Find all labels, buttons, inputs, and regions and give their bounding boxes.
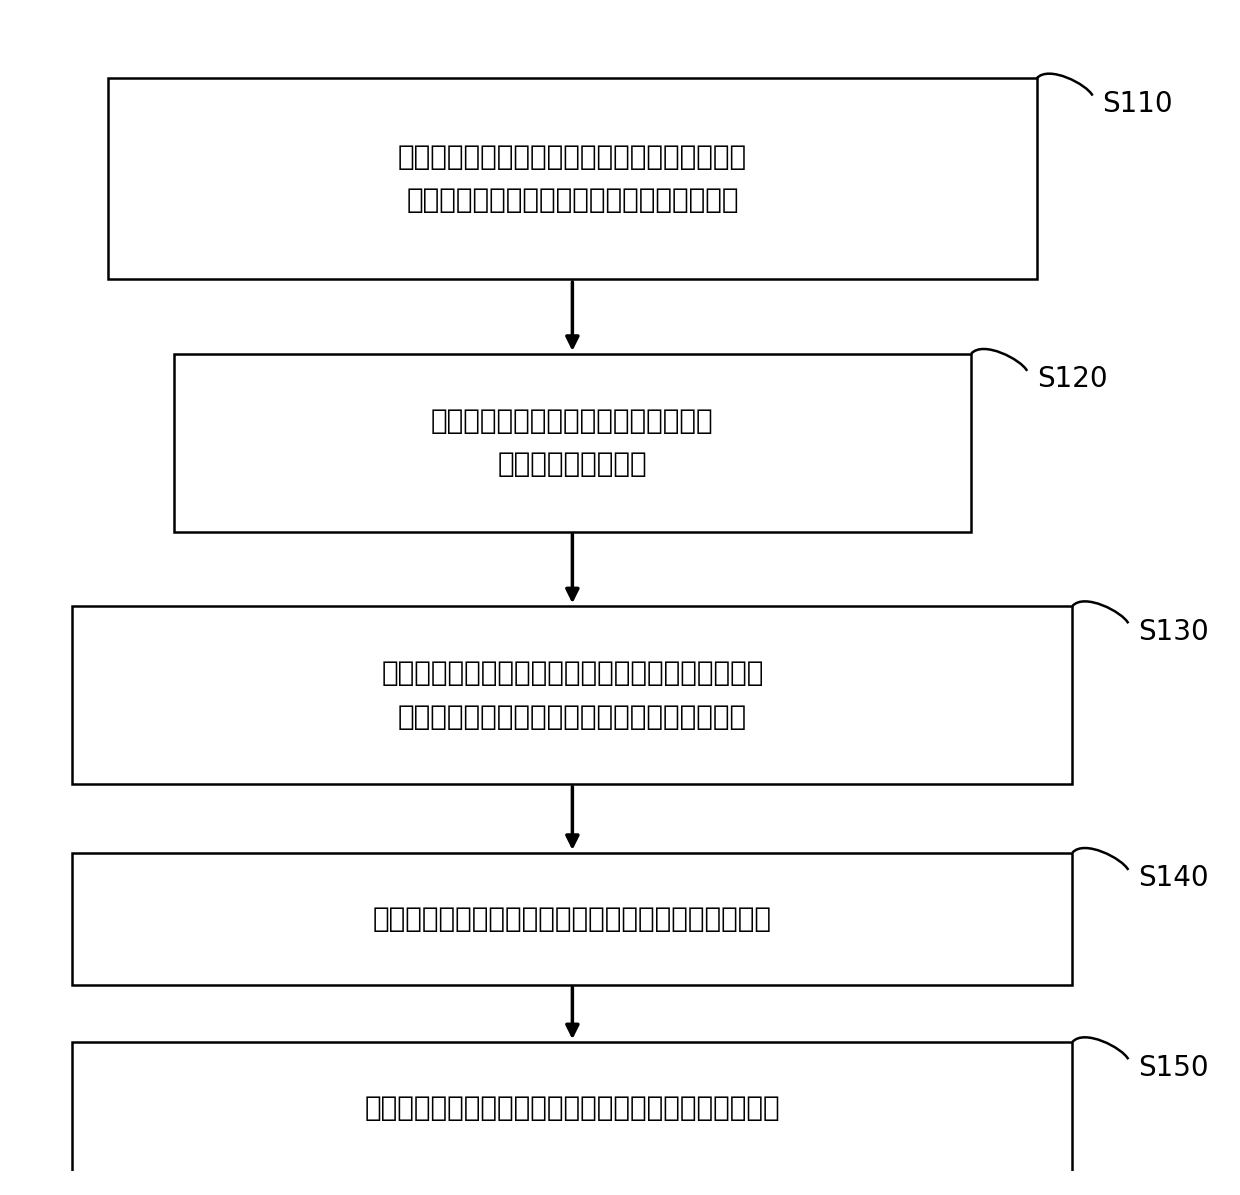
Text: S130: S130 (1138, 618, 1209, 645)
Text: 重复执行上述步骤，抄读负荷曲线数据中的所有的数据项: 重复执行上述步骤，抄读负荷曲线数据中的所有的数据项 (365, 1093, 780, 1122)
Text: S150: S150 (1138, 1054, 1209, 1081)
FancyBboxPatch shape (72, 853, 1073, 985)
FancyBboxPatch shape (108, 79, 1037, 280)
Text: S140: S140 (1138, 864, 1209, 893)
Text: 将所需抄读的单项负荷曲线数据存储至相应的存储位置: 将所需抄读的单项负荷曲线数据存储至相应的存储位置 (373, 905, 771, 933)
FancyBboxPatch shape (174, 354, 971, 532)
Text: S120: S120 (1037, 366, 1107, 393)
FancyBboxPatch shape (72, 606, 1073, 784)
Text: 计算单个数据包所能抄读单项负荷曲线
数据的最大抄读块数: 计算单个数据包所能抄读单项负荷曲线 数据的最大抄读块数 (432, 407, 714, 478)
Text: 获取目标台区单个电表的单项负荷曲线数据抄读
的间隔时间，根据所述间隔时间确定存储密度: 获取目标台区单个电表的单项负荷曲线数据抄读 的间隔时间，根据所述间隔时间确定存储… (398, 143, 746, 214)
Text: 根据所述间隔时间、所述存储密度和所述最大抄读块
数确定所需抄读的单项负荷曲线数据的存储位置: 根据所述间隔时间、所述存储密度和所述最大抄读块 数确定所需抄读的单项负荷曲线数据… (381, 660, 764, 730)
Text: S110: S110 (1102, 90, 1173, 118)
FancyBboxPatch shape (72, 1042, 1073, 1173)
